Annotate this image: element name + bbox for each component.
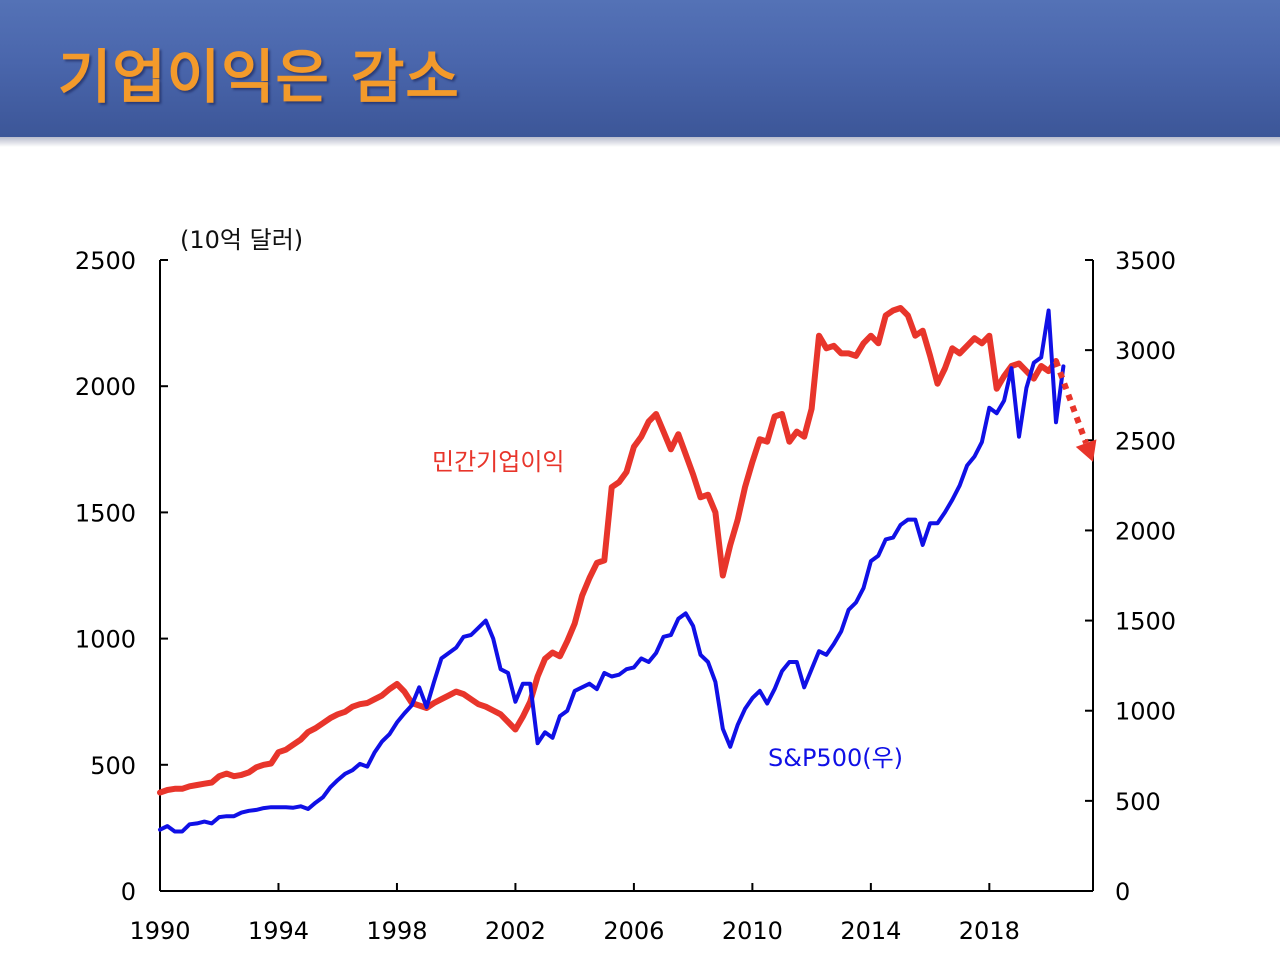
left-axis-tick-label: 500 <box>90 752 136 780</box>
right-axis-tick-label: 0 <box>1115 878 1130 906</box>
sp500-series-line <box>158 308 1066 834</box>
left-axis-tick-label: 2000 <box>75 373 136 401</box>
x-axis-tick-label: 1998 <box>366 917 427 945</box>
slide-title: 기업이익은 감소 <box>58 43 460 111</box>
x-axis-tick-label: 2018 <box>959 917 1020 945</box>
left-axis-unit-label: (10억 달러) <box>180 226 303 254</box>
x-axis-tick-label: 2014 <box>840 917 901 945</box>
right-axis-tick-label: 1500 <box>1115 608 1176 636</box>
forecast-arrow-line <box>1053 359 1089 445</box>
left-axis-tick-label: 1000 <box>75 626 136 654</box>
x-axis-tick-label: 1994 <box>248 917 309 945</box>
sp500-series-label: S&P500(우) <box>768 744 903 772</box>
right-axis-tick-label: 3500 <box>1115 247 1176 275</box>
profits-series-label: 민간기업이익 <box>432 448 564 476</box>
left-axis-tick-label: 0 <box>121 878 136 906</box>
right-axis-tick-label: 2000 <box>1115 517 1176 545</box>
profits-series-line <box>157 305 1059 796</box>
right-axis-tick-label: 500 <box>1115 788 1161 816</box>
left-axis-tick-label: 1500 <box>75 499 136 527</box>
right-axis-tick-label: 1000 <box>1115 698 1176 726</box>
left-axis-tick-label: 2500 <box>75 247 136 275</box>
chart-axes: 0 500 1000 1500 2000 2500 0 500 1000 1500 2000 2500… <box>75 247 1176 945</box>
forecast-arrow-head <box>1075 439 1097 462</box>
banner-divider <box>0 137 1280 147</box>
right-axis-tick-label: 3000 <box>1115 337 1176 365</box>
title-banner: 기업이익은 감소 <box>0 0 1280 137</box>
chart-labels: (10억 달러) 민간기업이익 S&P500(우) <box>180 226 903 772</box>
x-axis-tick-label: 2010 <box>722 917 783 945</box>
x-axis-tick-label: 1990 <box>129 917 190 945</box>
right-axis-tick-label: 2500 <box>1115 427 1176 455</box>
x-axis-tick-label: 2006 <box>603 917 664 945</box>
chart-series <box>157 305 1097 834</box>
x-axis-tick-label: 2002 <box>485 917 546 945</box>
